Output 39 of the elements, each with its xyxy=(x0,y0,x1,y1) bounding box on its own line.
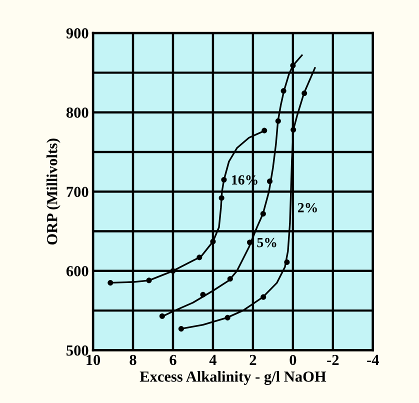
point xyxy=(280,88,286,94)
point xyxy=(196,254,202,260)
x-tick-label: -2 xyxy=(327,354,339,365)
point xyxy=(170,268,176,274)
point xyxy=(227,276,233,282)
point xyxy=(275,118,281,124)
x-tick-label: 0 xyxy=(290,354,296,366)
point xyxy=(262,128,268,134)
point xyxy=(260,211,266,217)
x-tick-label: 2 xyxy=(250,354,256,365)
point xyxy=(221,176,227,183)
point xyxy=(224,314,230,320)
y-tick-label: 800 xyxy=(66,107,88,118)
point xyxy=(178,326,184,332)
point xyxy=(290,62,296,68)
y-tick-label: 600 xyxy=(66,266,88,276)
point xyxy=(159,313,165,319)
point xyxy=(302,90,308,96)
x-tick-label: 8 xyxy=(130,354,136,366)
y-axis-title: ORP (Millivolts) xyxy=(46,138,60,245)
point xyxy=(290,127,296,133)
point xyxy=(284,259,290,265)
point xyxy=(260,294,266,300)
x-tick-label: 6 xyxy=(170,354,176,366)
point xyxy=(218,195,224,201)
point xyxy=(108,280,114,286)
x-axis-title: Excess Alkalinity - g/l NaOH xyxy=(140,371,326,385)
point xyxy=(200,292,206,298)
x-tick-label: 10 xyxy=(86,354,100,366)
x-tick-label: 4 xyxy=(209,354,217,365)
point xyxy=(210,238,216,244)
y-tick-label: 700 xyxy=(66,186,88,198)
point xyxy=(146,278,152,284)
y-tick-label: 900 xyxy=(66,28,88,38)
annotation: 2% xyxy=(298,202,317,212)
y-tick-label: 500 xyxy=(66,345,88,356)
annotation: 5% xyxy=(257,238,276,248)
point xyxy=(266,178,273,184)
x-tick-label: -4 xyxy=(367,354,379,365)
